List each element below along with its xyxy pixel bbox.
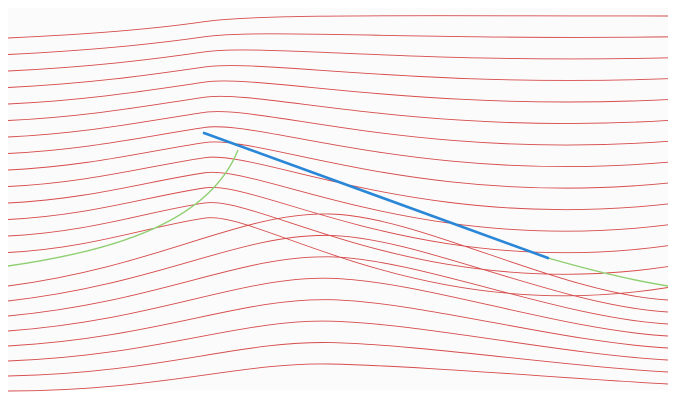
streamline <box>7 299 669 349</box>
streamline <box>7 65 669 88</box>
streamline <box>7 126 669 168</box>
lower-streamlines <box>7 213 669 392</box>
flat-plate <box>202 131 550 260</box>
streamline <box>7 363 669 392</box>
streamline <box>7 277 669 337</box>
streamline <box>7 15 669 39</box>
streamline <box>7 234 669 313</box>
streamline <box>7 111 669 146</box>
streamline <box>7 256 669 325</box>
streamline <box>7 202 669 275</box>
streamline <box>7 171 669 232</box>
plot-area <box>8 8 668 390</box>
streamline <box>7 342 669 377</box>
dividing-streamline-downstream <box>547 257 669 287</box>
streamline <box>7 186 669 254</box>
upper-streamlines <box>7 15 669 297</box>
streamline <box>7 217 669 297</box>
streamline <box>7 49 669 72</box>
streamline <box>7 320 669 362</box>
streamline <box>7 33 669 55</box>
streamline <box>7 80 669 105</box>
streamline <box>7 156 669 211</box>
dividing-streamline-upstream <box>7 149 239 267</box>
streamline <box>7 95 669 125</box>
streamline <box>7 213 669 301</box>
